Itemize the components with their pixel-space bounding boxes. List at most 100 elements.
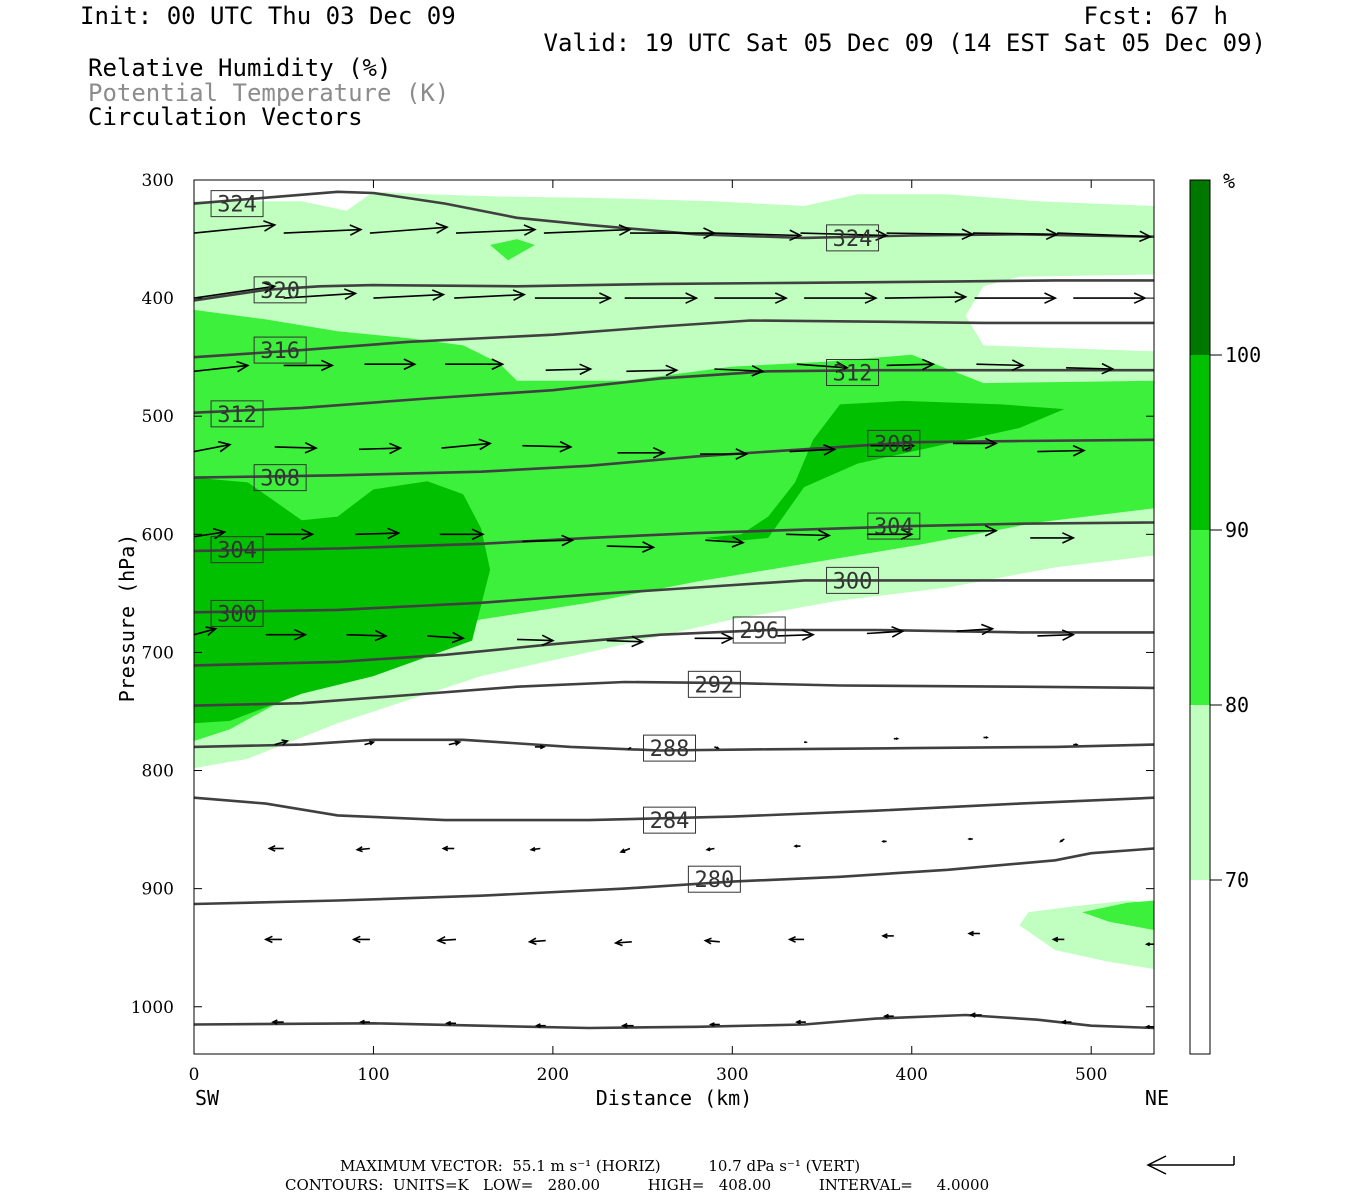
contour-label-320-0: 320	[253, 276, 307, 304]
circulation-vector-3-9	[953, 437, 998, 450]
circulation-vector-9-4	[621, 1022, 634, 1029]
colorbar-frame	[1189, 179, 1211, 1055]
plot-frame	[193, 179, 1155, 1055]
circulation-vector-4-2	[355, 527, 401, 540]
y-tick-label-1000: 1000	[131, 998, 174, 1018]
relative-humidity-shading	[194, 191, 1154, 969]
circulation-vector-9-6	[794, 1019, 806, 1025]
contour-label-304-0: 304	[210, 536, 264, 564]
circulation-vector-3-8	[870, 439, 916, 452]
theta-contour-300	[194, 579, 1154, 614]
legend-relative-humidity: Relative Humidity (%)	[88, 54, 391, 82]
x-axis-left-end-label: SW	[195, 1086, 220, 1110]
contour-label-324-1: 324	[826, 224, 880, 252]
colorbar-label-90: 90	[1225, 518, 1249, 542]
contour-label-284-0: 284	[643, 806, 697, 834]
circulation-vector-3-1	[274, 441, 318, 454]
circulation-vector-9-1	[359, 1019, 370, 1025]
theta-contour-320	[194, 279, 1154, 302]
circulation-vector-2-2	[364, 358, 417, 371]
circulation-vector-5-2	[346, 629, 388, 642]
circulation-vector-6-3	[534, 744, 546, 750]
circulation-vector-4-1	[265, 528, 315, 541]
circulation-vector-9-9	[1060, 1019, 1072, 1025]
theta-contour-292	[194, 680, 1154, 707]
circulation-vector-4-9	[947, 524, 998, 537]
circulation-vector-8-4	[613, 938, 632, 947]
circulation-vector-1-6	[714, 292, 788, 304]
circulation-vector-6-4	[627, 747, 632, 750]
circulation-vector-7-4	[619, 847, 631, 854]
circulation-vector-6-7	[893, 737, 900, 741]
circulation-vector-8-6	[787, 935, 805, 943]
circulation-vector-9-8	[969, 1012, 982, 1018]
circulation-vector-0-4	[543, 224, 632, 236]
theta-contour-304	[194, 521, 1154, 553]
circulation-vector-3-3	[441, 438, 492, 451]
theta-contour-308	[194, 438, 1154, 479]
circulation-vector-0-9	[972, 228, 1059, 241]
circulation-vector-4-3	[439, 528, 485, 541]
circulation-vector-5-9	[956, 623, 995, 636]
circulation-vector-3-5	[617, 446, 666, 459]
contour-label-312-0: 312	[210, 400, 264, 428]
theta-contour-284	[194, 796, 1154, 822]
circulation-vector-7-9	[1059, 838, 1065, 843]
circulation-vector-2-1	[283, 359, 335, 372]
colorbar-segment-70-80	[1190, 705, 1210, 880]
circulation-vector-1-5	[624, 292, 699, 304]
svg-text:320: 320	[260, 279, 300, 304]
contour-info-note: CONTOURS: UNITS=K LOW= 280.00 HIGH= 408.…	[285, 1176, 989, 1194]
legend-potential-temperature: Potential Temperature (K)	[88, 79, 449, 107]
svg-text:324: 324	[217, 193, 257, 218]
circulation-vector-1-9	[974, 292, 1058, 304]
circulation-vector-7-6	[793, 844, 801, 848]
circulation-vector-3-0	[194, 440, 232, 453]
circulation-vector-0-3	[455, 224, 537, 236]
potential-temperature-contours	[194, 190, 1154, 1030]
circulation-vector-7-2	[441, 845, 455, 852]
circulation-vector-1-4	[534, 292, 613, 304]
svg-text:308: 308	[874, 432, 914, 457]
rh-region-80-90-3	[490, 239, 535, 261]
circulation-vector-5-10	[1037, 629, 1076, 641]
circulation-vector-8-3	[527, 937, 546, 946]
circulation-vector-1-0	[194, 282, 277, 299]
circulation-vector-8-9	[1051, 936, 1065, 943]
svg-text:312: 312	[217, 403, 257, 428]
rh-region-90-100-5	[194, 477, 491, 724]
colorbar-segment-100-plus	[1190, 180, 1210, 355]
colorbar-segment-below-70	[1190, 880, 1210, 1054]
circulation-vector-0-6	[714, 229, 803, 242]
circulation-vector-3-10	[1037, 444, 1086, 457]
x-axis-title: Distance (km)	[596, 1086, 753, 1110]
reference-vector-icon	[1146, 1155, 1235, 1175]
circulation-vector-6-0	[274, 739, 290, 746]
circulation-vector-9-0	[271, 1019, 284, 1025]
circulation-vector-8-2	[436, 935, 457, 945]
svg-text:316: 316	[260, 339, 300, 364]
circulation-vector-0-0	[194, 220, 277, 234]
circulation-vector-8-5	[703, 937, 720, 945]
svg-text:280: 280	[694, 868, 734, 893]
svg-text:304: 304	[874, 515, 914, 540]
maximum-vector-note: MAXIMUM VECTOR: 55.1 m s⁻¹ (HORIZ) 10.7 …	[340, 1157, 860, 1175]
circulation-vector-field	[194, 220, 1154, 1029]
colorbar-label-70: 70	[1225, 868, 1249, 892]
svg-text:288: 288	[650, 737, 690, 762]
circulation-vector-5-1	[265, 628, 308, 641]
svg-text:296: 296	[739, 619, 779, 644]
circulation-vector-9-5	[708, 1022, 720, 1027]
circulation-vector-6-9	[1073, 743, 1079, 746]
x-tick-label-400: 400	[896, 1065, 928, 1085]
circulation-vector-1-1	[283, 288, 358, 300]
colorbar-segment-80-90	[1190, 530, 1210, 705]
circulation-vector-2-8	[886, 358, 936, 371]
circulation-vector-4-8	[866, 528, 914, 541]
theta-contour-316	[194, 319, 1154, 359]
svg-text:300: 300	[217, 602, 257, 627]
circulation-vector-3-7	[789, 444, 837, 456]
init-time-label: Init: 00 UTC Thu 03 Dec 09	[80, 2, 456, 30]
circulation-vector-5-3	[427, 631, 466, 644]
circulation-vector-9-7	[882, 1013, 894, 1019]
